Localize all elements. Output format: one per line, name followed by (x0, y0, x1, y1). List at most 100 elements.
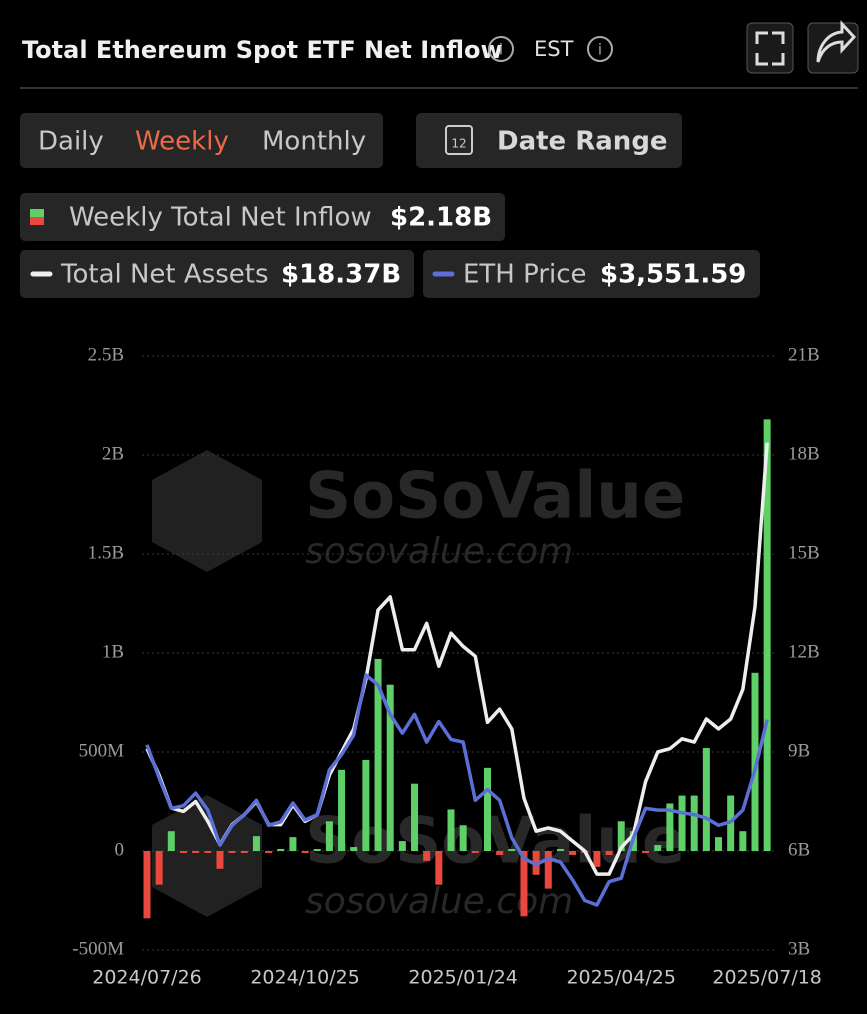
bar (751, 672, 759, 851)
bar (569, 851, 577, 855)
y-tick-label: 2.5B (88, 344, 124, 365)
x-tick-label: 2024/07/26 (92, 967, 202, 989)
bar (471, 851, 479, 853)
bar (459, 825, 467, 851)
bar (362, 759, 370, 851)
legend-label: Weekly Total Net Inflow (69, 203, 372, 233)
y-tick-label: 2B (102, 443, 124, 464)
x-tick-label: 2025/01/24 (408, 967, 518, 989)
tab[interactable]: Monthly (262, 127, 366, 157)
tab[interactable]: Weekly (135, 127, 229, 157)
bar (216, 851, 224, 869)
bar (763, 419, 771, 851)
x-tick-label: 2025/07/18 (712, 967, 822, 989)
bar (204, 851, 212, 853)
calendar-icon (445, 125, 473, 155)
bar (702, 748, 710, 851)
bar (155, 851, 163, 885)
y2-tick-label: 6B (788, 839, 810, 860)
bar (520, 851, 528, 917)
watermark-url: sosovalue.com (305, 531, 573, 572)
bar (715, 837, 723, 851)
y-tick-label: 0 (115, 839, 125, 860)
bar (301, 851, 309, 853)
timezone: EST (534, 37, 574, 61)
fullscreen-button[interactable] (746, 22, 794, 74)
bar (240, 851, 248, 853)
bar (496, 851, 504, 855)
info-icon[interactable] (587, 36, 613, 62)
bar (374, 658, 382, 851)
bar (289, 837, 297, 851)
bar (179, 851, 187, 853)
bar (265, 851, 273, 853)
info-i: i (598, 41, 602, 59)
legend-label: Total Net Assets (60, 260, 269, 290)
bar (192, 851, 200, 853)
bar (605, 851, 613, 855)
bar (228, 851, 236, 853)
tab[interactable]: Daily (38, 127, 104, 157)
bar (167, 831, 175, 851)
bar (350, 847, 358, 851)
bar (617, 821, 625, 851)
fullscreen-icon (755, 31, 785, 66)
watermark-brand: SoSoValue (305, 460, 685, 534)
date-range-button[interactable] (416, 113, 682, 168)
bar (252, 836, 260, 851)
calendar-day: 12 (451, 137, 466, 151)
legend-chip (20, 193, 505, 241)
tab-group (20, 113, 383, 168)
y2-tick-label: 21B (788, 344, 820, 365)
bar (666, 803, 674, 851)
bar (435, 851, 443, 885)
y2-tick-label: 12B (788, 641, 820, 662)
y2-tick-label: 18B (788, 443, 820, 464)
bar (423, 851, 431, 861)
share-icon (816, 20, 857, 63)
bar (483, 767, 491, 851)
x-tick-label: 2025/04/25 (566, 967, 676, 989)
bar (143, 851, 151, 919)
watermark-url: sosovalue.com (305, 881, 573, 922)
line-2 (145, 673, 769, 907)
bar (544, 851, 552, 889)
info-icon[interactable] (488, 36, 514, 62)
watermark-logo (152, 450, 262, 572)
x-tick-label: 2024/10/25 (250, 967, 360, 989)
y-tick-label: -500M (72, 938, 124, 959)
legend-value: $3,551.59 (600, 260, 746, 290)
bar (338, 769, 346, 851)
bar (690, 795, 698, 851)
legend-value: $18.37B (281, 260, 401, 290)
bar (386, 684, 394, 851)
legend-swatch-positive (30, 209, 44, 217)
y2-tick-label: 15B (788, 542, 820, 563)
legend-label: ETH Price (463, 260, 587, 290)
bar (398, 841, 406, 851)
bar (739, 831, 747, 851)
bar (447, 809, 455, 851)
bar (313, 849, 321, 851)
y2-tick-label: 3B (788, 938, 810, 959)
legend-chip (20, 250, 414, 298)
bar (678, 795, 686, 851)
legend-chip (423, 250, 760, 298)
bar (508, 849, 516, 851)
y-tick-label: 1.5B (88, 542, 124, 563)
share-button[interactable] (807, 22, 859, 74)
title: Total Ethereum Spot ETF Net Inflow (22, 36, 503, 64)
bar (411, 783, 419, 851)
bar (654, 845, 662, 851)
y-tick-label: 500M (79, 740, 125, 761)
bar (325, 821, 333, 851)
info-i: i (499, 41, 503, 59)
legend-value: $2.18B (390, 203, 492, 233)
date-range-label: Date Range (497, 127, 668, 157)
y-tick-label: 1B (102, 641, 124, 662)
legend-swatch-negative (30, 217, 44, 225)
bar (642, 851, 650, 853)
bar (556, 849, 564, 851)
